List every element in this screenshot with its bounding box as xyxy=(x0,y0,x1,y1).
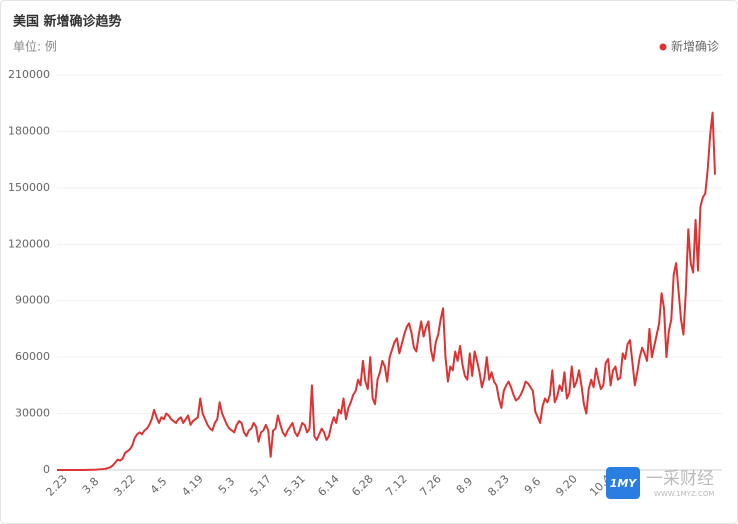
y-tick-label: 60000 xyxy=(15,350,50,363)
watermark-text: 一采财经 xyxy=(646,469,714,489)
chart-subtitle: 单位: 例 xyxy=(13,39,57,54)
y-tick-label: 120000 xyxy=(8,237,50,250)
y-tick-label: 180000 xyxy=(8,124,50,137)
watermark-logo: 1MY xyxy=(610,477,638,490)
watermark-url: WWW.1MYZ.COM xyxy=(654,490,714,498)
legend-marker xyxy=(659,43,667,51)
y-tick-label: 0 xyxy=(43,463,50,476)
y-tick-label: 90000 xyxy=(15,294,50,307)
watermark: 1MY 一采财经 WWW.1MYZ.COM xyxy=(606,467,714,499)
y-tick-label: 210000 xyxy=(8,68,50,81)
y-tick-label: 30000 xyxy=(15,407,50,420)
watermark-logo-bg xyxy=(606,467,640,499)
y-tick-label: 150000 xyxy=(8,181,50,194)
chart-title: 美国 新增确诊趋势 xyxy=(13,14,122,30)
legend-label: 新增确诊 xyxy=(671,39,719,54)
data-line xyxy=(57,111,716,471)
